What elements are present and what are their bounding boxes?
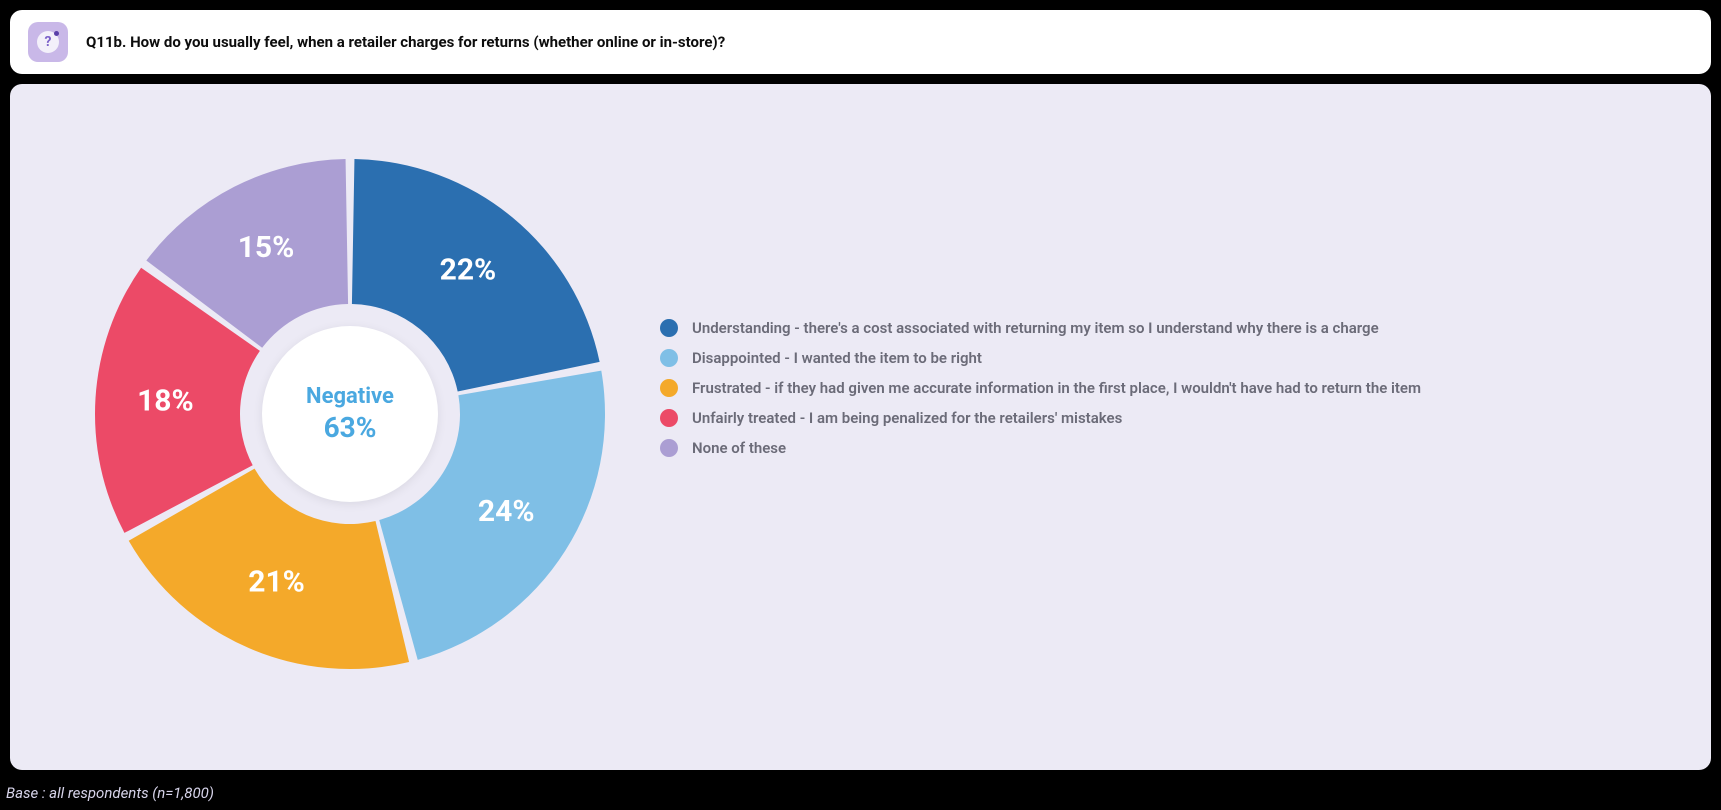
legend-swatch — [660, 409, 678, 427]
donut-slice-label: 15% — [238, 230, 295, 265]
chart-panel: 22% 24% 21% 18% 15% Negative 63% Understandi… — [10, 84, 1711, 770]
donut-slice-label: 21% — [248, 565, 305, 600]
legend-text: Frustrated - if they had given me accura… — [692, 379, 1421, 397]
notification-dot-icon — [54, 31, 59, 36]
legend-item: None of these — [660, 439, 1671, 457]
legend-swatch — [660, 379, 678, 397]
legend-swatch — [660, 349, 678, 367]
donut-slice-label: 24% — [478, 494, 535, 529]
legend-text: Understanding - there's a cost associate… — [692, 319, 1379, 337]
question-icon: ? — [28, 22, 68, 62]
legend-item: Unfairly treated - I am being penalized … — [660, 409, 1671, 427]
legend-item: Understanding - there's a cost associate… — [660, 319, 1671, 337]
legend: Understanding - there's a cost associate… — [660, 319, 1671, 469]
donut-slice-label: 22% — [440, 252, 497, 287]
legend-swatch — [660, 439, 678, 457]
legend-item: Disappointed - I wanted the item to be r… — [660, 349, 1671, 367]
question-title: Q11b. How do you usually feel, when a re… — [86, 33, 725, 51]
legend-text: Disappointed - I wanted the item to be r… — [692, 349, 982, 367]
donut-center-value: 63% — [324, 411, 377, 444]
question-header: ? Q11b. How do you usually feel, when a … — [10, 10, 1711, 74]
donut-center: Negative 63% — [262, 326, 438, 502]
footer-note: Base : all respondents (n=1,800) — [6, 784, 214, 802]
donut-chart: 22% 24% 21% 18% 15% Negative 63% — [70, 134, 630, 694]
donut-slice-label: 18% — [137, 383, 194, 418]
donut-center-label: Negative — [306, 384, 394, 409]
legend-text: Unfairly treated - I am being penalized … — [692, 409, 1122, 427]
legend-text: None of these — [692, 439, 786, 457]
legend-item: Frustrated - if they had given me accura… — [660, 379, 1671, 397]
legend-swatch — [660, 319, 678, 337]
